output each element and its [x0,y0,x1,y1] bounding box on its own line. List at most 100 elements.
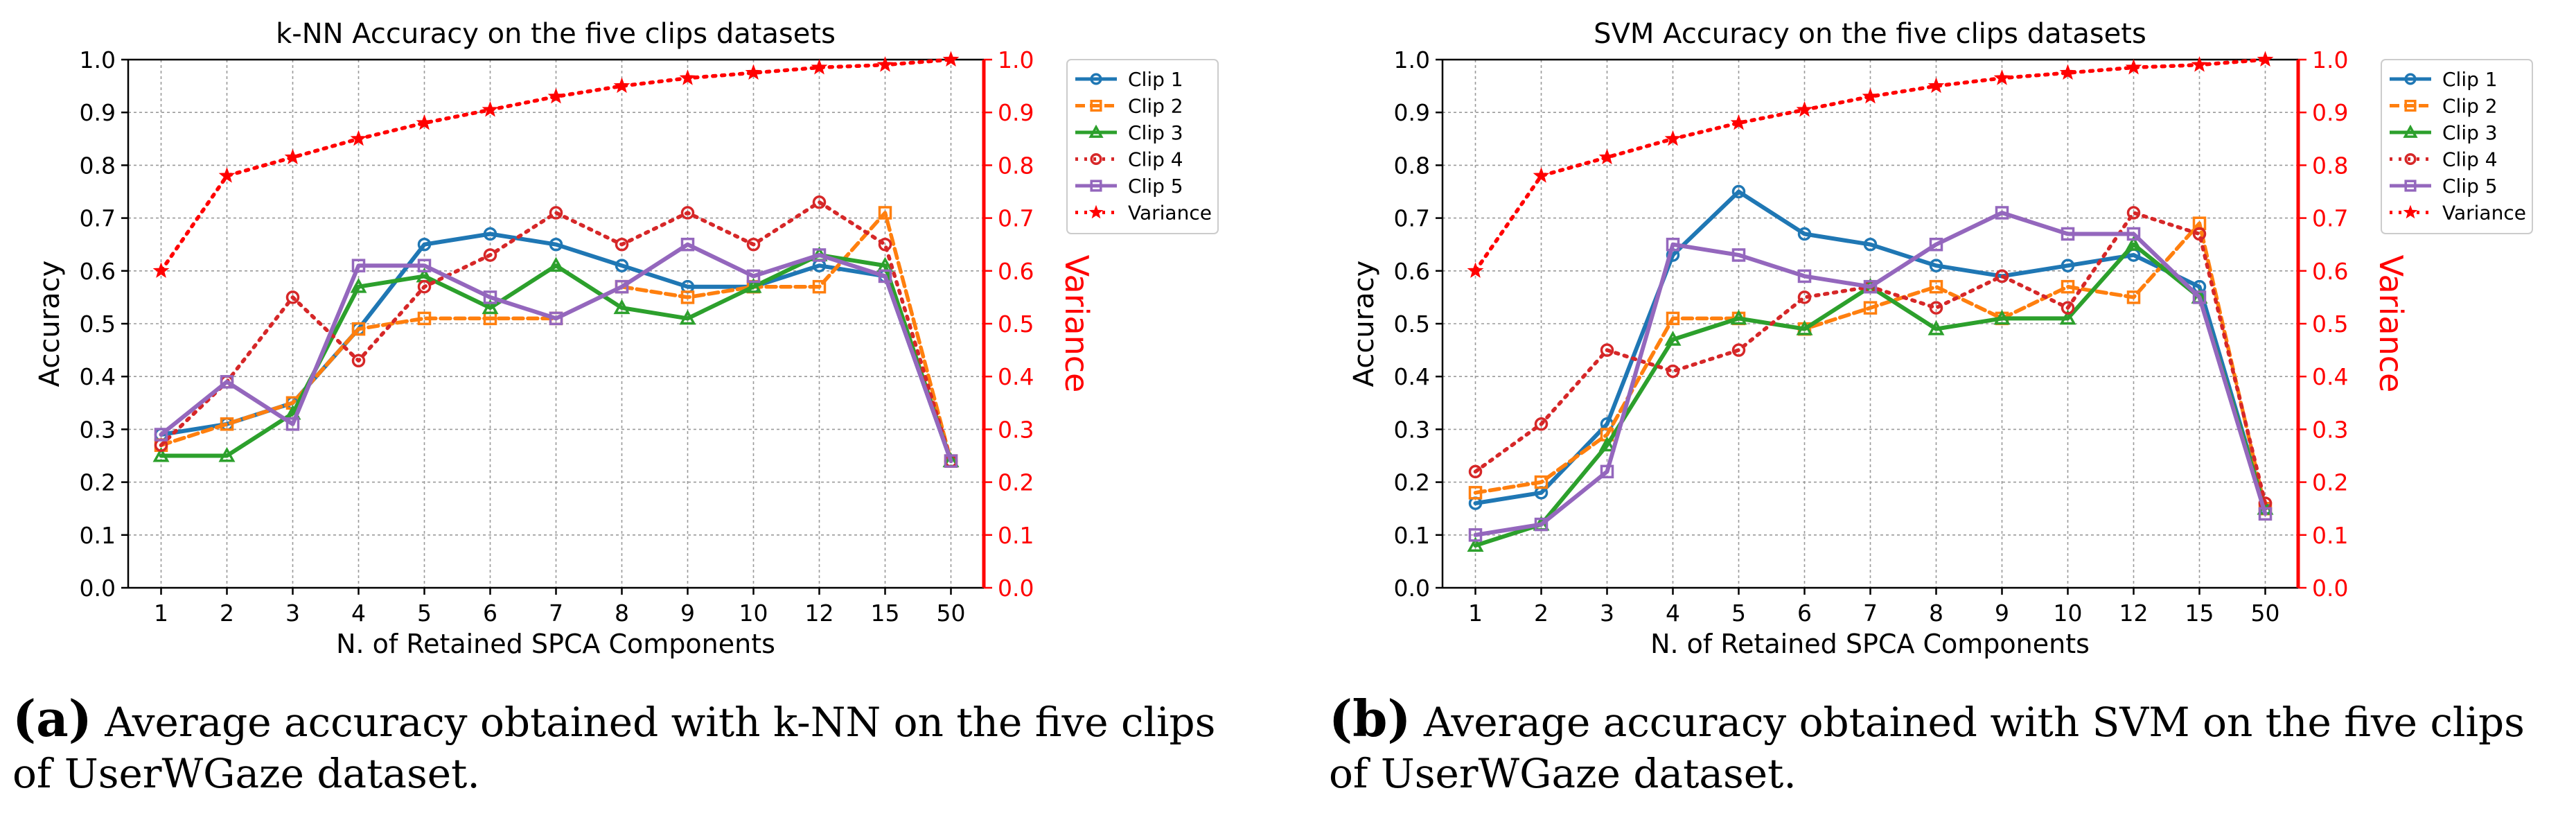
x-tick-label: 10 [2054,600,2083,627]
x-tick-label: 15 [2185,600,2214,627]
x-tick-label: 4 [351,600,366,627]
data-point-clip-2 [878,206,892,220]
data-point-clip-1 [1929,259,1943,272]
data-point-clip-5 [220,375,234,389]
data-point-clip-4 [285,290,300,304]
data-point-clip-4 [417,279,432,294]
data-point-clip-1 [1731,184,1746,199]
data-point-variance [876,56,894,72]
data-point-clip-3 [1993,309,2011,325]
data-point-clip-2 [1468,486,1483,500]
caption-b: (b) Average accuracy obtained with SVM o… [1329,693,2576,799]
y2-tick-label: 0.0 [2312,575,2348,602]
chart-title: SVM Accuracy on the five clips datasets [1594,18,2146,50]
x-tick-label: 1 [1468,600,1483,627]
data-point-clip-2 [351,322,366,336]
data-point-clip-4 [1731,343,1746,357]
data-point-clip-5 [1600,464,1614,479]
series-line-clip-3 [159,252,953,464]
y2-tick-label: 0.8 [998,152,1034,179]
caption-b-text: Average accuracy obtained with SVM on th… [1329,699,2525,797]
data-point-clip-4 [1468,464,1483,479]
series-line-clip-5 [159,242,953,464]
series-line-clip-1 [1473,189,2268,511]
data-point-clip-3 [1730,309,1747,325]
x-tick-label: 8 [1929,600,1943,627]
data-point-clip-5 [615,279,629,294]
data-point-clip-3 [152,446,170,462]
y2-axis-label: Variance [2372,255,2410,393]
data-point-clip-5 [878,269,892,283]
y2-tick-label: 0.7 [2312,205,2348,232]
legend-label-clip-4: Clip 4 [2442,148,2498,171]
data-point-variance [1664,130,1682,146]
data-point-clip-2 [417,311,432,326]
data-point-clip-4 [878,237,892,252]
y2-tick-label: 0.6 [2312,258,2348,285]
y2-tick-label: 0.3 [998,416,1034,443]
legend-marker-clip-1 [2404,73,2417,85]
x-tick-label: 4 [1666,600,1680,627]
data-point-clip-3 [1796,320,1813,335]
x-tick-label: 15 [871,600,900,627]
legend-marker-clip-5 [2404,180,2417,192]
data-point-clip-1 [483,227,497,241]
data-point-clip-1 [417,237,432,252]
x-tick-label: 3 [285,600,300,627]
y-tick-label: 0.7 [80,205,116,232]
data-point-variance [745,64,762,80]
data-point-variance [1467,262,1484,278]
data-point-variance [2059,64,2076,80]
data-point-clip-4 [2061,301,2075,315]
data-point-clip-1 [2061,259,2075,272]
data-point-variance [284,148,301,165]
y-tick-label: 0.0 [80,575,116,602]
x-tick-label: 2 [220,600,234,627]
legend-label-clip-5: Clip 5 [2442,175,2498,198]
data-point-clip-4 [615,237,629,252]
y-tick-label: 0.4 [1394,363,1430,390]
legend-marker-clip-2 [2404,99,2417,112]
y2-tick-label: 0.4 [2312,363,2348,390]
y-tick-label: 0.8 [1394,152,1430,179]
x-tick-label: 9 [680,600,695,627]
x-tick-label: 9 [1995,600,2009,627]
data-point-clip-3 [1467,537,1484,552]
y2-tick-label: 0.2 [2312,469,2348,496]
data-point-clip-5 [944,454,958,468]
x-tick-label: 10 [739,600,768,627]
legend-label-clip-1: Clip 1 [1128,68,1183,91]
data-point-clip-1 [549,237,563,252]
data-point-clip-5 [154,428,168,442]
y2-tick-label: 0.7 [998,205,1034,232]
x-tick-label: 12 [2119,600,2149,627]
legend-marker-variance [1088,204,1104,219]
data-point-variance [1598,148,1616,165]
series-line-clip-5 [1473,211,2268,537]
x-axis-label: N. of Retained SPCA Components [336,629,775,659]
caption-a: (a) Average accuracy obtained with k-NN … [12,693,1260,799]
data-point-clip-3 [1598,436,1616,452]
data-point-variance [679,69,696,85]
y-axis-label: Accuracy [1348,261,1380,387]
legend-label-clip-3: Clip 3 [2442,121,2498,144]
x-tick-label: 1 [154,600,168,627]
data-point-clip-3 [1927,320,1945,335]
y-tick-label: 0.0 [1394,575,1430,602]
data-point-clip-2 [1534,475,1549,489]
data-point-clip-4 [2192,227,2207,241]
legend-label-clip-2: Clip 2 [1128,95,1183,118]
data-point-clip-4 [351,354,366,368]
data-point-variance [942,51,960,67]
data-point-clip-5 [746,269,761,283]
data-point-clip-5 [483,290,497,304]
y-tick-label: 0.5 [80,311,116,338]
y-tick-label: 0.9 [80,99,116,126]
data-point-clip-4 [680,206,695,220]
x-tick-label: 50 [937,600,966,627]
legend-marker-clip-4 [1090,152,1102,166]
data-point-clip-2 [1666,311,1680,326]
x-tick-label: 3 [1600,600,1614,627]
data-point-clip-5 [680,237,695,252]
data-point-variance [1730,114,1747,130]
